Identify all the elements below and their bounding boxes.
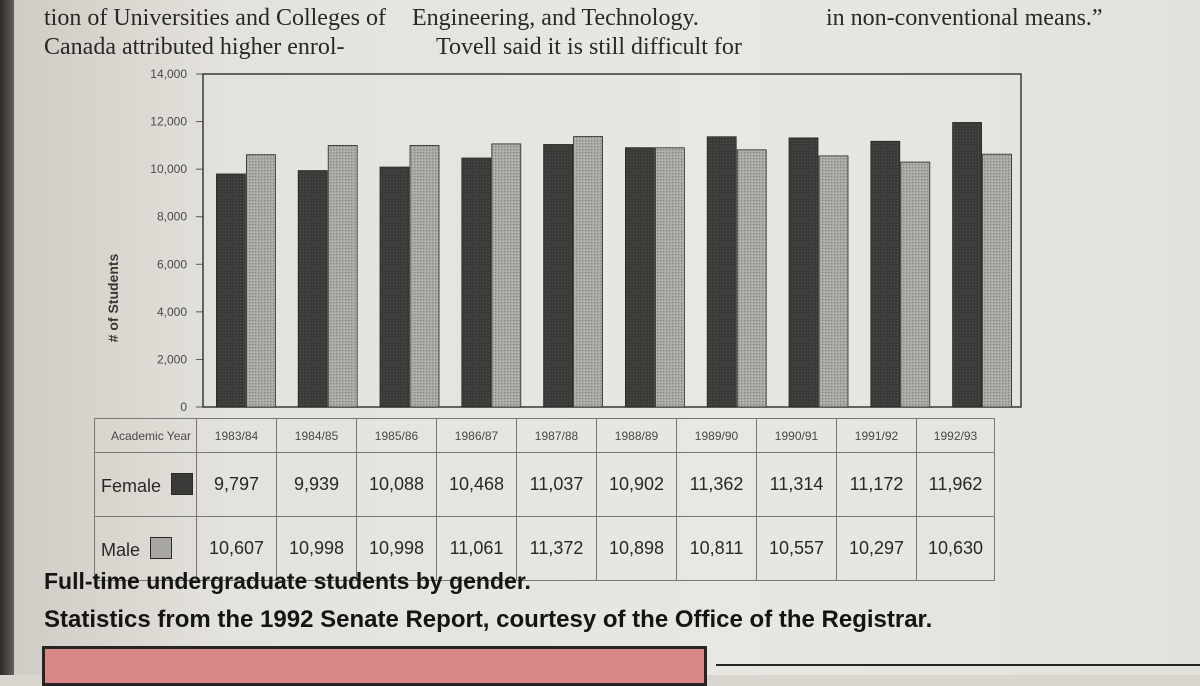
data-label: 11,172 xyxy=(836,452,917,517)
data-label: 10,998 xyxy=(276,516,357,581)
data-label: 10,607 xyxy=(196,516,277,581)
series-name: Male xyxy=(101,539,141,560)
male-bar xyxy=(655,147,685,408)
x-tick-label: 1991/92 xyxy=(836,418,917,453)
table-header-row: Academic Year 1983/84 1984/85 1985/86 19… xyxy=(94,418,995,453)
female-bar xyxy=(461,157,492,408)
legend-female: Female xyxy=(94,452,197,517)
female-bar xyxy=(216,173,246,408)
data-label: 11,061 xyxy=(436,516,517,581)
x-tick-label: 1992/93 xyxy=(916,418,995,453)
data-label: 10,468 xyxy=(436,452,517,517)
caption-line-1: Full-time undergraduate students by gend… xyxy=(44,568,531,594)
data-label: 9,797 xyxy=(196,452,277,517)
male-bar xyxy=(573,136,604,408)
y-tick-label: 0 xyxy=(180,400,187,414)
male-bar xyxy=(245,154,276,408)
data-label: 9,939 xyxy=(276,452,357,517)
next-article-box xyxy=(42,646,707,686)
data-label: 11,962 xyxy=(916,452,995,517)
article-column-1: tion of Universities and Colleges of Can… xyxy=(44,4,386,62)
male-swatch-icon xyxy=(150,536,173,559)
y-tick-label: 4,000 xyxy=(157,305,187,319)
legend-male: Male xyxy=(94,516,197,581)
data-label: 10,630 xyxy=(916,516,995,581)
y-tick-label: 10,000 xyxy=(150,162,187,176)
male-bar xyxy=(818,155,849,408)
data-label: 11,314 xyxy=(756,452,837,517)
male-bar xyxy=(982,153,1012,408)
y-tick-label: 14,000 xyxy=(150,68,187,81)
academic-year-header: Academic Year xyxy=(94,418,197,453)
male-bar xyxy=(327,145,358,408)
y-axis: 0 2,000 4,000 6,000 8,000 10,000 12,000 14,000 xyxy=(150,68,203,414)
female-bar xyxy=(788,137,819,408)
y-tick-label: 6,000 xyxy=(157,257,187,271)
table-row-female: Female 9,797 9,939 10,088 10,468 11,037 … xyxy=(94,452,995,517)
series-name: Female xyxy=(101,475,162,496)
data-table: Academic Year 1983/84 1984/85 1985/86 19… xyxy=(94,418,995,581)
female-bar xyxy=(870,140,901,408)
female-bar xyxy=(379,166,410,408)
article-column-3: in non-conventional means.” xyxy=(826,4,1103,33)
male-bar xyxy=(409,145,440,408)
article-line: Canada attributed higher enrol- xyxy=(44,34,345,60)
article-column-2: Engineering, and Technology. Tovell said… xyxy=(412,4,742,62)
data-label: 11,372 xyxy=(516,516,597,581)
table-row-male: Male 10,607 10,998 10,998 11,061 11,372 … xyxy=(94,516,995,581)
x-tick-label: 1987/88 xyxy=(516,418,597,453)
y-tick-label: 12,000 xyxy=(150,115,187,129)
x-tick-label: 1984/85 xyxy=(276,418,357,453)
article-line: in non-conventional means.” xyxy=(826,5,1103,31)
caption-line-2: Statistics from the 1992 Senate Report, … xyxy=(44,606,933,633)
data-label: 10,902 xyxy=(596,452,677,517)
y-axis-label: # of Students xyxy=(105,253,121,342)
y-tick-label: 8,000 xyxy=(157,210,187,224)
female-bar xyxy=(625,147,655,408)
next-article-rule xyxy=(716,664,1200,686)
x-tick-label: 1985/86 xyxy=(356,418,437,453)
data-label: 10,998 xyxy=(356,516,437,581)
data-label: 10,557 xyxy=(756,516,837,581)
male-bar xyxy=(900,161,931,408)
x-tick-label: 1989/90 xyxy=(676,418,757,453)
male-bar xyxy=(736,149,767,408)
data-label: 10,898 xyxy=(596,516,677,581)
x-tick-label: 1990/91 xyxy=(756,418,837,453)
data-label: 11,037 xyxy=(516,452,597,517)
article-line: Tovell said it is still difficult for xyxy=(436,34,742,60)
data-label: 11,362 xyxy=(676,452,757,517)
x-tick-label: 1986/87 xyxy=(436,418,517,453)
plot-frame xyxy=(202,73,1022,408)
female-bar xyxy=(706,136,737,408)
data-label: 10,297 xyxy=(836,516,917,581)
x-tick-label: 1983/84 xyxy=(196,418,277,453)
female-bar xyxy=(952,122,982,408)
bar-chart: 02,0004,0006,0008,00010,00012,00014,000 … xyxy=(105,68,1022,414)
data-label: 10,088 xyxy=(356,452,437,517)
male-bar xyxy=(491,143,522,408)
article-line: tion of Universities and Colleges of xyxy=(44,5,386,31)
female-swatch-icon xyxy=(171,472,194,495)
article-line: Engineering, and Technology. xyxy=(412,5,699,31)
female-bar xyxy=(543,144,574,408)
y-tick-label: 2,000 xyxy=(157,352,187,366)
data-label: 10,811 xyxy=(676,516,757,581)
x-tick-label: 1988/89 xyxy=(596,418,677,453)
female-bar xyxy=(297,170,328,408)
bar-series-group xyxy=(216,122,1012,408)
